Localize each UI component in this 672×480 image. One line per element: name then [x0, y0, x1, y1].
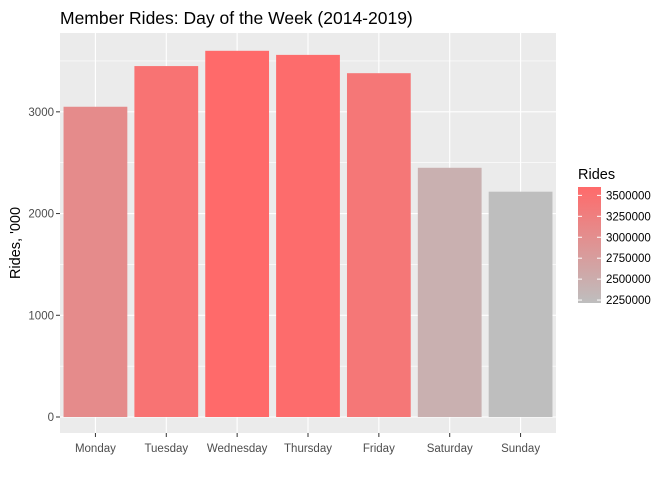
legend-tick-label: 3250000 [606, 211, 651, 223]
legend-tick-label: 2500000 [606, 274, 651, 286]
x-tick-label: Sunday [501, 443, 540, 455]
x-tick-label: Thursday [284, 443, 332, 455]
bar-sunday [488, 191, 553, 417]
x-tick-label: Tuesday [144, 443, 188, 455]
legend-ticks: 3500000 3250000 3000000 2750000 2500000 22500… [578, 190, 651, 307]
chart-title: Member Rides: Day of the Week (2014-2019… [60, 8, 413, 28]
bar-thursday [276, 54, 340, 417]
x-tick-label: Friday [363, 443, 395, 455]
x-tick-label: Monday [75, 443, 116, 455]
legend-tick-label: 2750000 [606, 253, 651, 265]
bar-tuesday [134, 66, 199, 417]
bar-wednesday [205, 50, 270, 418]
legend-tick-label: 3000000 [606, 232, 651, 244]
y-tick-label: 3000 [28, 107, 54, 119]
legend: Rides 3500000 3250000 3000000 2750000 250000… [578, 167, 651, 307]
bar-saturday [417, 167, 482, 417]
bar-friday [346, 73, 411, 417]
y-axis: 0 1000 2000 3000 [28, 107, 60, 424]
legend-title: Rides [578, 167, 615, 183]
y-tick-label: 0 [48, 412, 54, 424]
legend-colorbar [578, 187, 601, 303]
y-tick-label: 2000 [28, 209, 54, 221]
bar-monday [63, 106, 128, 417]
legend-tick-label: 3500000 [606, 190, 651, 202]
x-tick-label: Wednesday [207, 443, 268, 455]
x-axis: Monday Tuesday Wednesday Thursday Friday Satu… [75, 433, 540, 455]
x-tick-label: Saturday [427, 443, 473, 455]
y-axis-title: Rides, '000 [8, 207, 24, 279]
legend-tick-label: 2250000 [606, 295, 651, 307]
bars-group [63, 50, 553, 418]
y-tick-label: 1000 [28, 310, 54, 322]
